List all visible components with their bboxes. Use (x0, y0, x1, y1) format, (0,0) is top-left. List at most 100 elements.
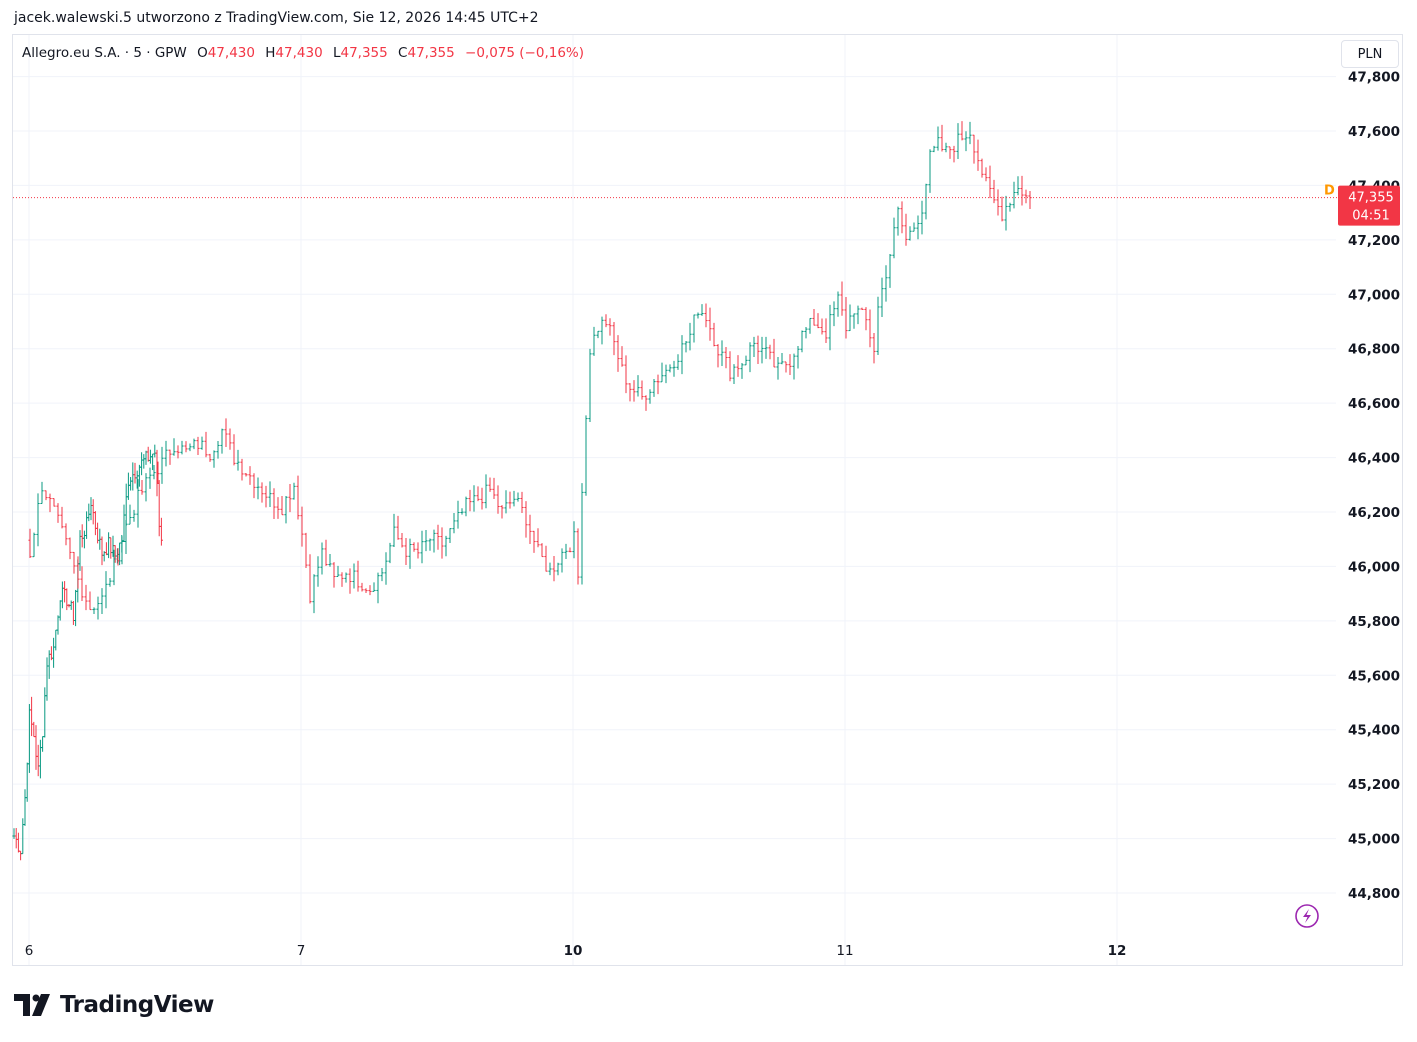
price-bar (904, 213, 908, 246)
price-bar (584, 415, 588, 496)
price-bar (71, 600, 75, 625)
price-bar (40, 481, 44, 504)
price-bar (27, 704, 31, 773)
price-bar (188, 443, 192, 452)
price-bar (196, 436, 200, 456)
price-bar (644, 395, 648, 411)
price-bar (68, 537, 72, 560)
time-tick-label: 10 (564, 943, 583, 959)
price-bar (116, 548, 120, 566)
price-bar (588, 348, 592, 423)
price-bar (216, 440, 220, 459)
price-bar (820, 318, 824, 335)
price-bar (708, 307, 712, 341)
price-bar (884, 265, 888, 302)
price-bar (496, 485, 500, 514)
price-bar (236, 449, 240, 471)
price-bar (772, 338, 776, 368)
price-bar (1012, 181, 1016, 209)
price-bar (108, 578, 112, 587)
tradingview-logo[interactable]: TradingView (14, 990, 214, 1020)
price-bar (868, 309, 872, 348)
price-bar (220, 428, 224, 454)
price-bar (860, 307, 864, 310)
price-bar (948, 146, 952, 159)
price-bar (940, 124, 944, 152)
price-bar (60, 506, 64, 529)
price-bar (628, 383, 632, 402)
price-bar (456, 500, 460, 529)
price-tick-label: 46,400 (1348, 451, 1400, 467)
price-bar (984, 167, 988, 182)
price-bar (16, 832, 20, 853)
price-bar (92, 607, 96, 615)
symbol-legend: Allegro.eu S.A. · 5 · GPW O47,430 H47,43… (22, 45, 584, 61)
close-value: 47,355 (407, 45, 455, 61)
price-bar (476, 486, 480, 502)
price-bar (84, 584, 88, 611)
open-label: O (197, 45, 208, 61)
price-bar (64, 523, 68, 546)
price-bar (124, 483, 128, 526)
price-bar (38, 739, 42, 779)
price-bar (184, 441, 188, 453)
lightning-icon[interactable] (1295, 904, 1319, 928)
price-bar (122, 504, 126, 542)
last-price-label: 47,355 (1348, 191, 1394, 206)
price-bar (528, 514, 532, 545)
price-bar (153, 444, 157, 458)
price-bar (69, 600, 73, 610)
price-bar (129, 477, 133, 491)
price-bar (472, 485, 476, 512)
price-bar (532, 530, 536, 553)
chart-frame (12, 34, 1403, 966)
price-bar (264, 485, 268, 508)
price-bar (452, 513, 456, 534)
price-bar (716, 344, 720, 368)
price-bar (180, 440, 184, 455)
price-bar (964, 131, 968, 152)
price-bar (356, 560, 360, 592)
price-bar (352, 563, 356, 589)
price-bar (780, 352, 784, 365)
price-bar (988, 165, 992, 199)
price-bar (740, 362, 744, 379)
currency-button[interactable]: PLN (1341, 40, 1399, 68)
price-bar (200, 436, 204, 450)
price-bar (36, 744, 40, 777)
price-bar (296, 475, 300, 520)
price-bar (928, 149, 932, 193)
price-bar (664, 364, 668, 384)
bar-countdown-label: 04:51 (1352, 209, 1389, 224)
price-bar (268, 481, 272, 507)
price-bar (776, 356, 780, 380)
price-bar (592, 326, 596, 356)
price-bar (80, 524, 84, 548)
price-bar (1004, 195, 1008, 231)
symbol-name[interactable]: Allegro.eu S.A. · 5 · GPW (22, 45, 187, 61)
price-bar (536, 528, 540, 548)
price-bar (972, 134, 976, 164)
price-bar (25, 762, 29, 802)
price-bar (624, 355, 628, 394)
price-bar (252, 473, 256, 499)
price-bar (600, 316, 604, 345)
price-bar (65, 588, 69, 611)
price-bar (112, 549, 116, 586)
price-bar (280, 495, 284, 516)
price-bar (168, 449, 172, 465)
price-bar (320, 542, 324, 575)
price-bar (60, 581, 64, 609)
price-bar (126, 472, 130, 500)
last-price-tag: 47,355 04:51 (1338, 185, 1400, 226)
price-bar (540, 543, 544, 558)
price-bar (832, 301, 836, 327)
open-value: 47,430 (207, 45, 255, 61)
low-label: L (332, 45, 341, 61)
price-bar (76, 556, 80, 589)
price-tick-label: 45,400 (1348, 723, 1400, 739)
price-bar (760, 336, 764, 364)
price-bar (636, 375, 640, 397)
price-bar (524, 501, 528, 538)
